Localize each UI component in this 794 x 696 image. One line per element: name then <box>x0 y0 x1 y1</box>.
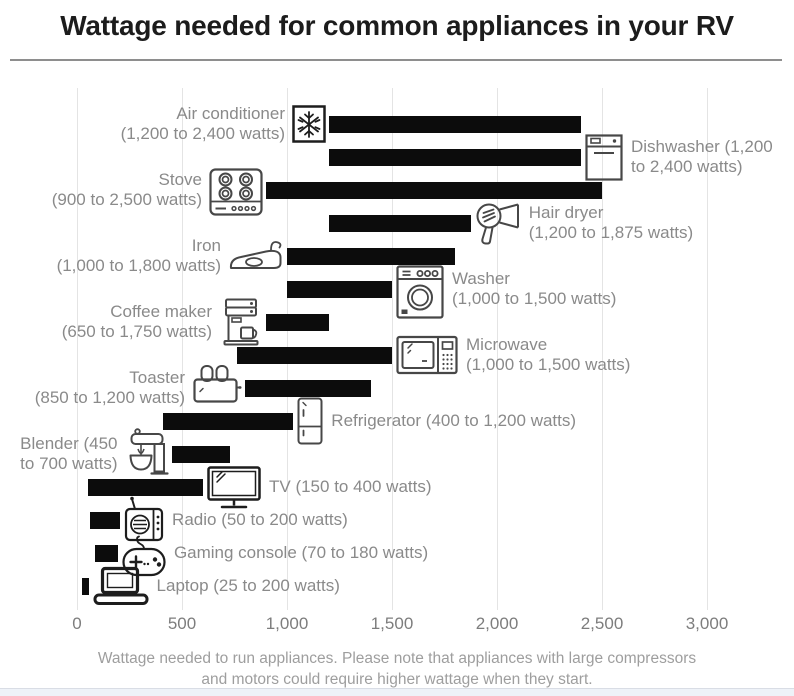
stove-icon <box>209 168 263 216</box>
x-axis-tick-label: 3,000 <box>685 614 729 633</box>
appliance-label-line: Washer <box>452 269 510 288</box>
appliance-label-line: (1,000 to 1,800 watts) <box>56 256 221 275</box>
coffee-maker-icon <box>219 298 263 346</box>
appliance-label-line: Microwave <box>466 335 548 354</box>
appliance-label-air-conditioner: Air conditioner (1,200 to 2,400 watts) <box>121 104 285 144</box>
appliance-label-coffee-maker: Coffee maker (650 to 1,750 watts) <box>62 302 212 342</box>
x-axis-tick-label: 2,000 <box>475 614 519 633</box>
range-bar-laptop <box>82 577 89 595</box>
x-axis-tick-label: 500 <box>167 614 197 633</box>
appliance-label-toaster: Toaster (850 to 1,200 watts) <box>35 368 185 408</box>
appliance-label-line: (650 to 1,750 watts) <box>61 322 212 341</box>
appliance-label-line: Toaster <box>129 368 185 387</box>
appliance-label-laptop: Laptop (25 to 200 watts) <box>157 576 340 596</box>
dishwasher-icon <box>585 134 623 181</box>
appliance-label-blender: Blender (450 to 700 watts) <box>20 434 117 474</box>
toaster-icon <box>192 364 242 408</box>
air-conditioner-icon <box>292 105 326 143</box>
x-gridline <box>77 88 78 610</box>
appliance-label-washer: Washer (1,000 to 1,500 watts) <box>452 269 616 309</box>
appliance-label-line: TV (150 to 400 watts) <box>269 477 432 496</box>
appliance-label-line: Dishwasher (1,200 <box>631 137 773 156</box>
appliance-label-dishwasher: Dishwasher (1,200 to 2,400 watts) <box>631 137 773 177</box>
microwave-icon <box>396 332 458 378</box>
range-bar-tv <box>87 478 203 496</box>
appliance-label-microwave: Microwave (1,000 to 1,500 watts) <box>466 335 630 375</box>
appliance-label-gaming-console: Gaming console (70 to 180 watts) <box>174 543 428 563</box>
range-bar-dishwasher <box>329 148 581 166</box>
x-axis-tick-label: 1,500 <box>370 614 414 633</box>
iron-icon <box>228 237 284 275</box>
range-bar-hair-dryer <box>329 214 471 232</box>
appliance-label-refrigerator: Refrigerator (400 to 1,200 watts) <box>331 411 576 431</box>
x-gridline <box>497 88 498 610</box>
appliance-label-line: (1,000 to 1,500 watts) <box>452 289 617 308</box>
appliance-label-line: (900 to 2,500 watts) <box>51 190 202 209</box>
x-axis-tick-label: 1,000 <box>265 614 309 633</box>
range-bar-microwave <box>236 346 392 364</box>
appliance-label-line: (1,200 to 1,875 watts) <box>528 223 694 242</box>
x-gridline <box>602 88 603 610</box>
appliance-label-iron: Iron (1,000 to 1,800 watts) <box>57 236 221 276</box>
appliance-label-line: to 2,400 watts) <box>631 157 743 176</box>
appliance-label-line: Iron <box>191 236 221 255</box>
range-bar-refrigerator <box>163 412 294 430</box>
page-title: Wattage needed for common appliances in … <box>60 10 734 41</box>
refrigerator-icon <box>297 397 323 445</box>
range-bar-toaster <box>245 379 371 397</box>
hair-dryer-icon <box>475 202 521 246</box>
range-bar-iron <box>287 247 455 265</box>
appliance-label-line: Stove <box>158 170 202 189</box>
range-bar-gaming-console <box>94 544 118 562</box>
appliance-label-line: (1,000 to 1,500 watts) <box>466 355 631 374</box>
blender-icon <box>125 428 169 476</box>
appliance-label-line: Blender (450 <box>20 434 118 453</box>
range-bar-radio <box>89 511 121 529</box>
appliance-label-line: Coffee maker <box>110 302 212 321</box>
bottom-strip <box>0 688 794 696</box>
laptop-icon <box>93 566 149 610</box>
washer-icon <box>396 265 444 319</box>
appliance-label-line: to 700 watts) <box>20 454 118 473</box>
appliance-label-line: Radio (50 to 200 watts) <box>172 510 348 529</box>
appliance-label-hair-dryer: Hair dryer (1,200 to 1,875 watts) <box>529 203 693 243</box>
x-axis-tick-label: 0 <box>72 614 82 633</box>
appliance-label-line: Gaming console (70 to 180 watts) <box>173 543 429 562</box>
appliance-label-tv: TV (150 to 400 watts) <box>269 477 432 497</box>
x-gridline <box>182 88 183 610</box>
footnote-line-2: and motors could require higher wattage … <box>201 671 593 688</box>
range-bar-air-conditioner <box>329 115 581 133</box>
appliance-label-line: (1,200 to 2,400 watts) <box>120 124 285 143</box>
chart-footnote: Wattage needed to run appliances. Please… <box>0 648 794 690</box>
appliance-label-stove: Stove (900 to 2,500 watts) <box>52 170 202 210</box>
range-bar-coffee-maker <box>266 313 329 331</box>
appliance-label-line: Laptop (25 to 200 watts) <box>156 576 340 595</box>
title-divider <box>10 59 782 61</box>
appliance-label-radio: Radio (50 to 200 watts) <box>172 510 348 530</box>
x-gridline <box>392 88 393 610</box>
range-bar-washer <box>287 280 392 298</box>
tv-icon <box>207 466 261 510</box>
range-bar-blender <box>171 445 231 463</box>
appliance-label-line: Hair dryer <box>528 203 604 222</box>
appliance-label-line: (850 to 1,200 watts) <box>34 388 185 407</box>
x-axis-tick-label: 2,500 <box>580 614 624 633</box>
footnote-line-1: Wattage needed to run appliances. Please… <box>97 650 697 667</box>
appliance-label-line: Refrigerator (400 to 1,200 watts) <box>331 411 577 430</box>
appliance-label-line: Air conditioner <box>176 104 285 123</box>
range-bar-stove <box>266 181 602 199</box>
x-gridline <box>707 88 708 610</box>
